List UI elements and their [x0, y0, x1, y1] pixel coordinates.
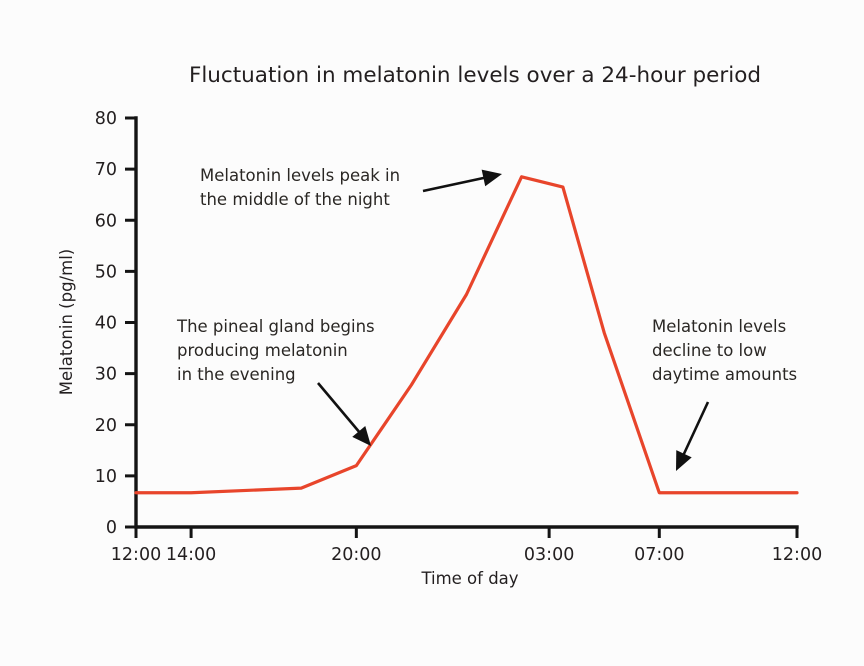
y-tick-label: 20: [95, 416, 117, 436]
melatonin-data-line: [134, 175, 799, 495]
annotation-arrow-shaft: [317, 382, 362, 435]
y-tick-label: 70: [95, 160, 117, 180]
annotation-line: producing melatonin: [177, 341, 348, 360]
annotation-line: in the evening: [177, 365, 296, 384]
annotation-line: Melatonin levels peak in: [200, 166, 400, 185]
annotation-line: the middle of the night: [200, 190, 390, 209]
x-tick-label: 03:00: [524, 545, 574, 565]
annotation-text: The pineal gland begins producing melaton…: [176, 317, 375, 384]
annotation-text: Melatonin levels decline to low daytime am…: [652, 317, 797, 384]
x-axis-ticks: 12:00 14:00 20:00 03:00 07:00 12:00: [111, 527, 822, 565]
annotation-night-peak: Melatonin levels peak in the middle of th…: [200, 166, 502, 209]
y-axis-ticks: 0 10 20 30 40 50 60 70 80: [95, 109, 136, 538]
annotation-arrow-head: [352, 425, 371, 446]
annotation-line: daytime amounts: [652, 365, 797, 384]
x-tick-label: 07:00: [634, 545, 684, 565]
annotation-arrow-head: [481, 169, 502, 187]
annotation-arrow-shaft: [422, 176, 487, 193]
annotation-line: Melatonin levels: [652, 317, 786, 336]
axis-lines: [134, 116, 799, 529]
y-tick-label: 40: [95, 314, 117, 334]
y-tick-label: 0: [106, 518, 117, 538]
chart-annotations: The pineal gland begins producing melaton…: [176, 166, 797, 471]
y-tick-label: 60: [95, 211, 117, 231]
x-tick-label: 20:00: [331, 545, 381, 565]
annotation-arrow-shaft: [681, 401, 710, 458]
y-tick-label: 30: [95, 365, 117, 385]
y-tick-label: 10: [95, 467, 117, 487]
y-tick-label: 50: [95, 262, 117, 282]
chart-title: Fluctuation in melatonin levels over a 2…: [189, 63, 761, 88]
annotation-arrow-head: [676, 450, 692, 471]
y-axis-label: Melatonin (pg/ml): [57, 249, 76, 395]
x-tick-label: 14:00: [166, 545, 216, 565]
x-tick-label: 12:00: [111, 545, 161, 565]
annotation-text: Melatonin levels peak in the middle of th…: [200, 166, 400, 209]
x-axis-label: Time of day: [420, 569, 518, 588]
annotation-daytime-decline: Melatonin levels decline to low daytime am…: [652, 317, 797, 471]
annotation-evening-onset: The pineal gland begins producing melaton…: [176, 317, 375, 446]
y-tick-label: 80: [95, 109, 117, 129]
annotation-line: The pineal gland begins: [176, 317, 375, 336]
annotation-line: decline to low: [652, 341, 767, 360]
x-tick-label: 12:00: [772, 545, 822, 565]
